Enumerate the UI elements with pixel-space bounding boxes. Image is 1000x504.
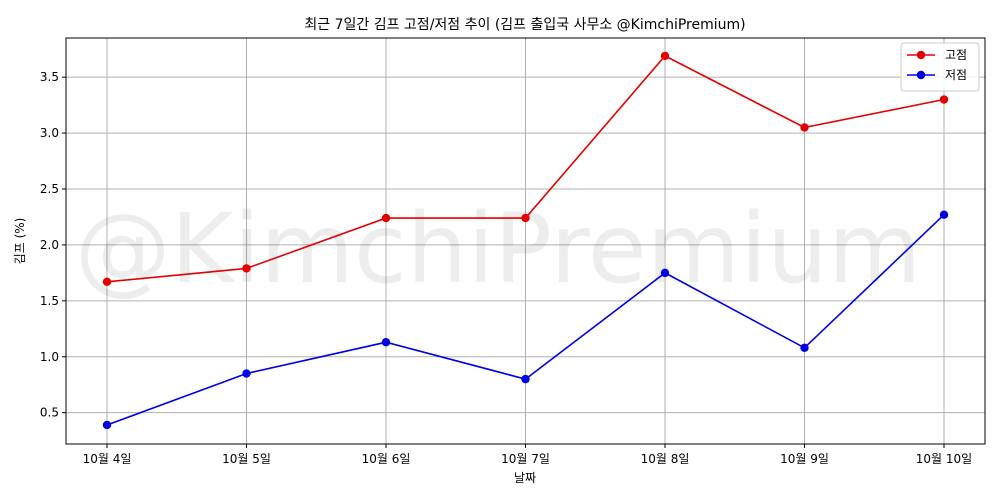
y-tick-label: 3.5 xyxy=(40,70,59,84)
y-tick-label: 0.5 xyxy=(40,406,59,420)
data-point xyxy=(242,369,251,378)
x-axis-label: 날짜 xyxy=(514,471,536,485)
y-axis-label: 김프 (%) xyxy=(13,218,27,265)
data-point xyxy=(800,343,809,353)
legend-swatch-marker xyxy=(916,50,926,60)
y-tick-label: 1.0 xyxy=(40,350,59,364)
plot-area: @KimchiPremium xyxy=(65,37,986,445)
chart-title: 최근 7일간 김프 고점/저점 추이 (김프 출입국 사무소 @KimchiPr… xyxy=(304,17,745,33)
x-axis: 10월 4일 10월 5일 10월 6일 10월 7일 10월 8일 10월 9일 10월 … xyxy=(83,444,972,466)
series-layer xyxy=(102,51,949,430)
x-tick-label: 10월 10일 xyxy=(916,452,972,466)
data-point xyxy=(939,210,949,219)
data-point xyxy=(521,213,530,223)
y-axis: 0.5 1.0 1.5 2.0 2.5 3.0 3.5 xyxy=(40,70,66,420)
data-point xyxy=(939,95,949,104)
x-tick-label: 10월 7일 xyxy=(501,452,550,466)
y-tick-label: 3.0 xyxy=(40,126,59,140)
y-tick-label: 2.0 xyxy=(40,238,59,252)
grid-layer xyxy=(66,38,985,444)
legend-box xyxy=(900,42,980,92)
legend-label: 고점 xyxy=(945,48,967,62)
y-tick-label: 2.5 xyxy=(40,182,59,196)
data-point xyxy=(800,123,809,132)
x-tick-label: 10월 8일 xyxy=(641,452,690,466)
data-point xyxy=(102,277,112,287)
x-tick-label: 10월 4일 xyxy=(83,452,132,466)
data-point xyxy=(660,268,670,278)
x-tick-label: 10월 6일 xyxy=(362,452,411,466)
legend-swatch-marker xyxy=(916,70,926,80)
x-tick-label: 10월 5일 xyxy=(222,452,271,466)
x-tick-label: 10월 9일 xyxy=(780,452,829,466)
watermark-text: @KimchiPremium xyxy=(75,193,922,305)
data-point xyxy=(242,264,251,273)
data-point xyxy=(521,374,530,384)
legend-label: 저점 xyxy=(945,68,967,82)
data-point xyxy=(102,420,112,430)
data-point xyxy=(381,338,391,347)
data-point xyxy=(660,51,670,61)
y-tick-label: 1.5 xyxy=(40,294,59,308)
data-point xyxy=(381,213,391,223)
